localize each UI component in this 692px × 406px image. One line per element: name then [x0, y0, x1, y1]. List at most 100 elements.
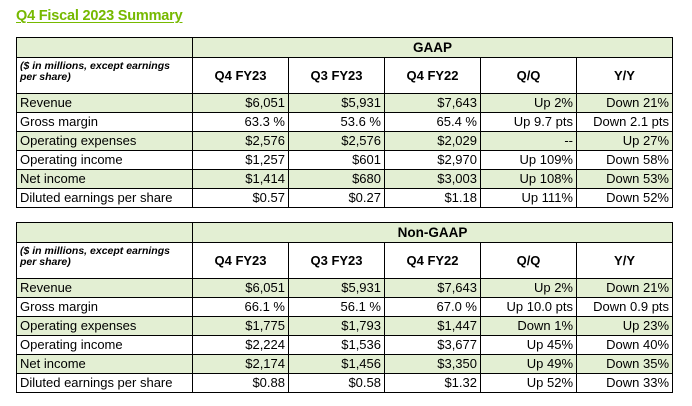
metric-label: Operating expenses — [16, 316, 193, 336]
qq-change: Up 52% — [480, 373, 577, 393]
q4-fy23-value: $6,051 — [192, 93, 289, 113]
non-gaap-title: Non-GAAP — [191, 222, 674, 243]
metric-label: Gross margin — [16, 297, 193, 317]
qq-change: Up 2% — [480, 278, 577, 298]
column-header: Q4 FY23 — [192, 242, 289, 279]
q3-fy23-value: $601 — [288, 150, 385, 170]
qq-change: Up 108% — [480, 169, 577, 189]
metric-label: Revenue — [16, 278, 193, 298]
metric-label: Net income — [16, 169, 193, 189]
table-row: Operating expenses $1,775 $1,793 $1,447 Down… — [16, 316, 674, 336]
qq-change: Up 9.7 pts — [480, 112, 577, 132]
q4-fy23-value: 66.1 % — [192, 297, 289, 317]
q4-fy23-value: $2,174 — [192, 354, 289, 374]
q3-fy23-value: $5,931 — [288, 278, 385, 298]
yy-change: Down 21% — [575, 278, 674, 298]
qq-change: Up 49% — [480, 354, 577, 374]
non-gaap-rows: Revenue $6,051 $5,931 $7,643 Up 2% Down 21% Gr… — [16, 278, 674, 393]
q4-fy23-value: $2,576 — [192, 131, 289, 151]
qq-change: Up 111% — [480, 188, 577, 208]
metric-label: Revenue — [16, 93, 193, 113]
unit-note: ($ in millions, except earnings per shar… — [16, 57, 193, 94]
table-row: Operating income $1,257 $601 $2,970 Up 109% D… — [16, 150, 673, 170]
q3-fy23-value: $5,931 — [288, 93, 385, 113]
q4-fy23-value: 63.3 % — [192, 112, 289, 132]
non-gaap-table: Non-GAAP ($ in millions, except earnings… — [16, 222, 674, 393]
q4-fy22-value: $2,970 — [384, 150, 481, 170]
column-header: Q3 FY23 — [288, 242, 385, 279]
q4-fy22-value: $7,643 — [384, 278, 481, 298]
table-row: Operating income $2,224 $1,536 $3,677 Up 45%… — [16, 335, 674, 355]
q3-fy23-value: $1,793 — [288, 316, 385, 336]
qq-change: Up 2% — [480, 93, 577, 113]
unit-note: ($ in millions, except earnings per shar… — [16, 242, 193, 279]
table-row: Gross margin 66.1 % 56.1 % 67.0 % Up 10.0 pt… — [16, 297, 674, 317]
table-row: Net income $1,414 $680 $3,003 Up 108% Down 53… — [16, 169, 673, 189]
metric-label: Gross margin — [16, 112, 193, 132]
q4-fy22-value: $2,029 — [384, 131, 481, 151]
q3-fy23-value: $0.27 — [288, 188, 385, 208]
q4-fy22-value: 65.4 % — [384, 112, 481, 132]
q4-fy23-value: $1,414 — [192, 169, 289, 189]
q4-fy22-value: 67.0 % — [384, 297, 481, 317]
q4-fy23-value: $6,051 — [192, 278, 289, 298]
yy-change: Down 40% — [575, 335, 674, 355]
column-header: Q/Q — [480, 242, 577, 279]
non-gaap-section-header: Non-GAAP — [16, 222, 674, 243]
yy-change: Up 23% — [575, 316, 674, 336]
column-header: Q4 FY23 — [192, 57, 289, 94]
q4-fy23-value: $1,775 — [192, 316, 289, 336]
q4-fy22-value: $1.18 — [384, 188, 481, 208]
metric-label: Operating expenses — [16, 131, 193, 151]
yy-change: Up 27% — [576, 131, 673, 151]
yy-change: Down 2.1 pts — [576, 112, 673, 132]
column-header: Q3 FY23 — [288, 57, 385, 94]
table-row: Revenue $6,051 $5,931 $7,643 Up 2% Down 21% — [16, 278, 674, 298]
q3-fy23-value: $2,576 — [288, 131, 385, 151]
q4-fy22-value: $3,350 — [384, 354, 481, 374]
qq-change: Up 10.0 pts — [480, 297, 577, 317]
non-gaap-column-headers: ($ in millions, except earnings per shar… — [16, 242, 674, 279]
table-row: Revenue $6,051 $5,931 $7,643 Up 2% Down 21% — [16, 93, 673, 113]
column-header: Q4 FY22 — [384, 242, 481, 279]
yy-change: Down 0.9 pts — [575, 297, 674, 317]
yy-change: Down 58% — [576, 150, 673, 170]
column-header: Y/Y — [575, 242, 674, 279]
q4-fy23-value: $1,257 — [192, 150, 289, 170]
table-row: Diluted earnings per share $0.88 $0.58 $1.3… — [16, 373, 674, 393]
gaap-rows: Revenue $6,051 $5,931 $7,643 Up 2% Down 21% Gr… — [16, 93, 673, 208]
yy-change: Down 53% — [576, 169, 673, 189]
gaap-table: GAAP ($ in millions, except earnings per… — [16, 37, 673, 208]
yy-change: Down 21% — [576, 93, 673, 113]
yy-change: Down 33% — [575, 373, 674, 393]
column-header: Y/Y — [576, 57, 673, 94]
metric-label: Operating income — [16, 150, 193, 170]
table-row: Operating expenses $2,576 $2,576 $2,029 -- Up… — [16, 131, 673, 151]
q3-fy23-value: 53.6 % — [288, 112, 385, 132]
metric-label: Operating income — [16, 335, 193, 355]
q4-fy23-value: $2,224 — [192, 335, 289, 355]
q4-fy22-value: $3,677 — [384, 335, 481, 355]
gaap-column-headers: ($ in millions, except earnings per shar… — [16, 57, 673, 94]
gaap-title: GAAP — [192, 37, 673, 58]
q3-fy23-value: $1,456 — [288, 354, 385, 374]
q3-fy23-value: $1,536 — [288, 335, 385, 355]
yy-change: Down 35% — [575, 354, 674, 374]
column-header: Q4 FY22 — [384, 57, 481, 94]
column-header: Q/Q — [480, 57, 577, 94]
q4-fy23-value: $0.88 — [192, 373, 289, 393]
q3-fy23-value: $0.58 — [288, 373, 385, 393]
qq-change: Up 109% — [480, 150, 577, 170]
qq-change: Up 45% — [480, 335, 577, 355]
table-row: Diluted earnings per share $0.57 $0.27 $1.1… — [16, 188, 673, 208]
qq-change: Down 1% — [480, 316, 577, 336]
yy-change: Down 52% — [576, 188, 673, 208]
qq-change: -- — [480, 131, 577, 151]
q4-fy22-value: $7,643 — [384, 93, 481, 113]
q4-fy22-value: $1.32 — [384, 373, 481, 393]
gaap-section-header: GAAP — [16, 37, 673, 58]
q4-fy22-value: $3,003 — [384, 169, 481, 189]
metric-label: Net income — [16, 354, 193, 374]
q3-fy23-value: 56.1 % — [288, 297, 385, 317]
page-title: Q4 Fiscal 2023 Summary — [16, 8, 183, 24]
